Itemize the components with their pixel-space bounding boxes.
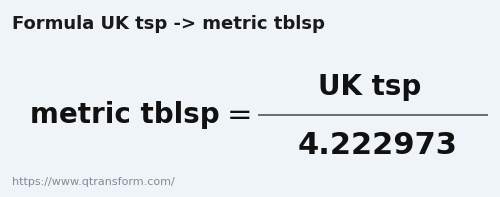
Text: metric tblsp: metric tblsp: [30, 101, 220, 129]
Text: UK tsp: UK tsp: [318, 73, 422, 101]
Text: =: =: [226, 100, 252, 129]
Text: Formula UK tsp -> metric tblsp: Formula UK tsp -> metric tblsp: [12, 15, 325, 33]
Text: https://www.qtransform.com/: https://www.qtransform.com/: [12, 177, 175, 187]
Text: 4.222973: 4.222973: [298, 130, 458, 160]
